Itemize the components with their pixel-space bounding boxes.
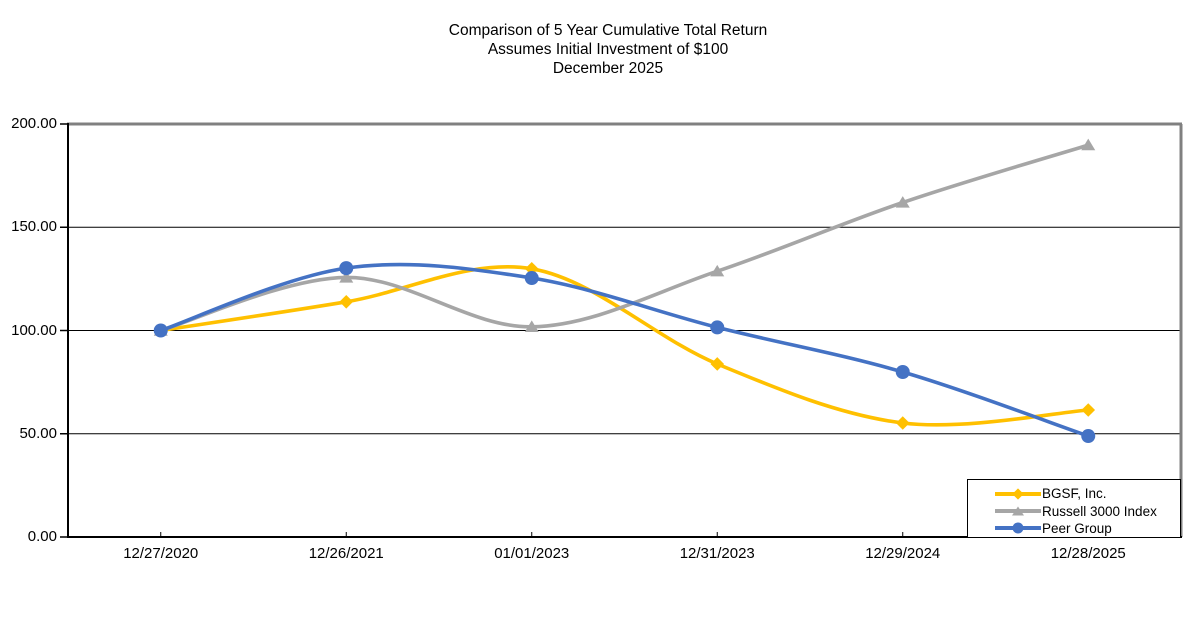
peer-group-marker [524,271,539,286]
x-axis-tick-label-1: 12/26/2021 [308,545,384,562]
triangle-marker-icon [1012,506,1024,516]
y-axis-tick-label-150: 150.00 [11,218,57,236]
y-axis-tick-label-0: 0.00 [27,528,57,545]
legend-label-peer-group: Peer Group [1042,520,1112,536]
russell-3000-index-marker [524,320,539,332]
russell-3000-index-marker [710,264,725,277]
legend-item-bgsf-inc: BGSF, Inc. [995,485,1180,502]
peer-group-marker [710,320,725,335]
legend-label-russell-3000-index: Russell 3000 Index [1042,503,1157,519]
chart-title-line2: Assumes Initial Investment of $100 [487,41,729,58]
legend-line-sample [995,522,1041,534]
x-axis-tick-label-4: 12/29/2024 [865,545,941,562]
chart-title-line3: December 2025 [552,60,664,77]
x-axis-tick-label-5: 12/28/2025 [1050,545,1126,562]
bgsf-inc-marker [1081,403,1096,417]
peer-group-marker [895,365,910,380]
x-axis-tick-label-2: 01/01/2023 [494,545,570,562]
diamond-marker-icon [1012,488,1024,500]
chart-title-line1: Comparison of 5 Year Cumulative Total Re… [448,22,768,39]
circle-marker-icon [1012,522,1024,534]
legend-label-bgsf-inc: BGSF, Inc. [1042,486,1107,502]
bgsf-inc-marker [524,261,539,276]
peer-group-marker [339,261,354,276]
peer-group-marker [153,323,168,338]
legend-line-sample [995,506,1041,516]
bgsf-inc-marker [710,357,725,371]
x-axis-tick-label-3: 12/31/2023 [679,545,755,562]
russell-3000-index-marker [339,271,354,283]
y-axis-tick-label-50: 50.00 [19,424,57,442]
legend-item-russell-3000-index: Russell 3000 Index [995,502,1180,519]
series-line-peer-group [159,262,1091,438]
y-axis-tick-label-100: 100.00 [11,321,57,339]
bgsf-inc-marker [339,294,354,309]
russell-3000-index-marker [1081,138,1096,151]
peer-group-marker [1081,429,1096,444]
legend-item-peer-group: Peer Group [995,520,1180,537]
legend-line-sample [995,488,1041,500]
y-axis-tick-label-200: 200.00 [11,115,57,132]
series-line-bgsf-inc [159,265,1091,427]
chart-title: Comparison of 5 Year Cumulative Total Re… [12,21,1192,78]
russell-3000-index-marker [895,196,910,208]
series-line-russell-3000-index [159,143,1091,333]
x-axis-tick-label-0: 12/27/2020 [123,545,199,562]
legend: BGSF, Inc. Russell 3000 Index Peer Group [967,479,1181,538]
bgsf-inc-marker [895,416,910,430]
